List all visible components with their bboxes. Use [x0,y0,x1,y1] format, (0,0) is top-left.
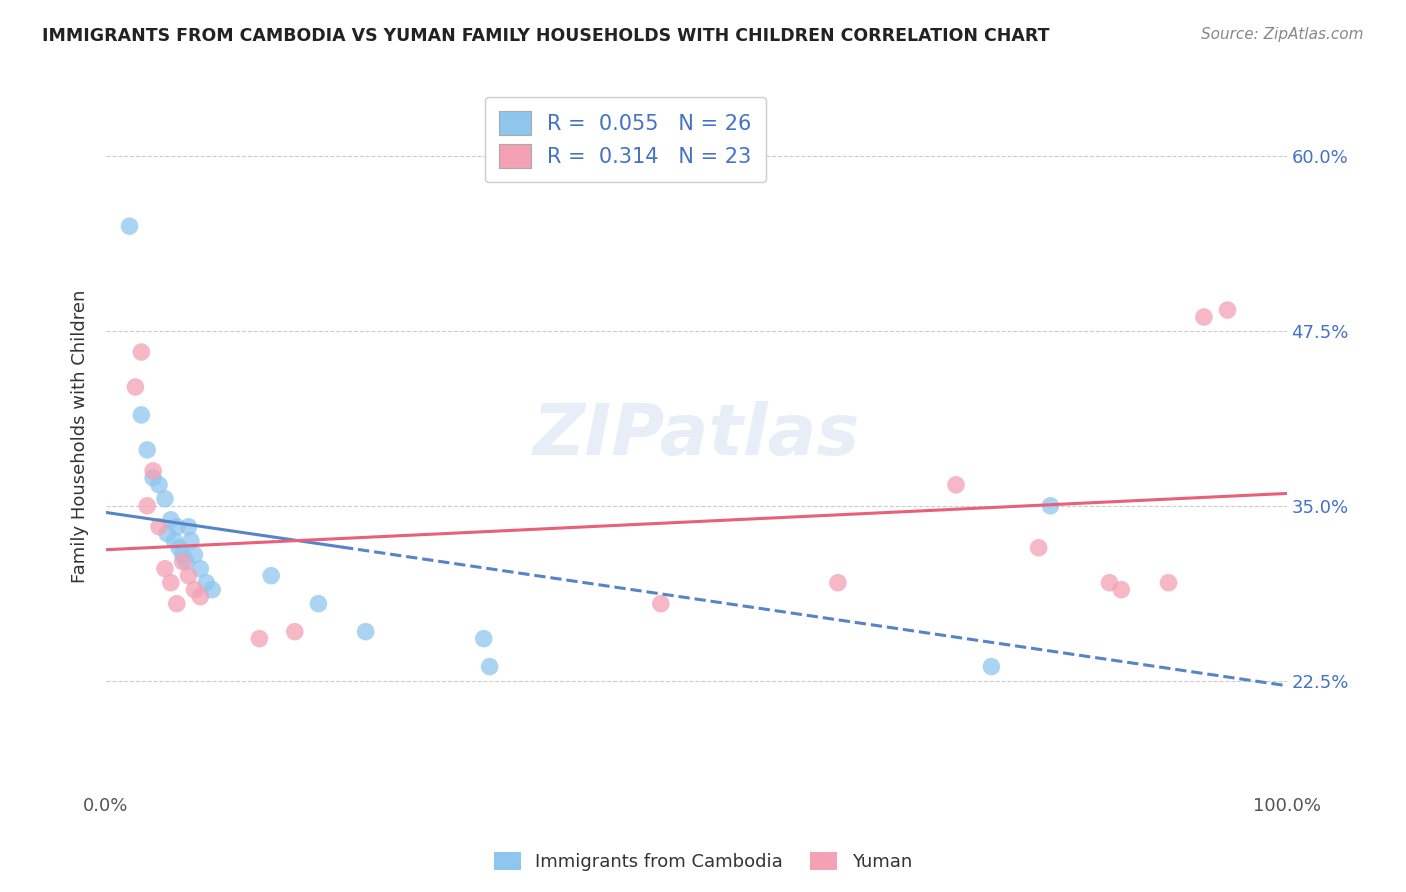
Point [827,575,849,590]
Point [131,408,153,422]
Point [183,548,205,562]
Point [166,520,188,534]
Point [650,597,672,611]
Point [160,513,183,527]
Point [980,659,1002,673]
Point [478,659,501,673]
Point [136,442,159,457]
Point [1216,303,1239,318]
Point [148,478,170,492]
Point [1039,499,1062,513]
Point [472,632,495,646]
Point [1157,575,1180,590]
Point [153,562,176,576]
Point [177,568,200,582]
Point [118,219,141,234]
Point [156,526,179,541]
Point [172,555,194,569]
Point [167,541,190,555]
Point [183,582,205,597]
Point [163,533,186,548]
Point [166,597,188,611]
Point [131,345,153,359]
Point [1111,582,1133,597]
Point [307,597,329,611]
Point [354,624,377,639]
Point [195,575,218,590]
Point [945,478,967,492]
Point [172,548,194,562]
Text: Source: ZipAtlas.com: Source: ZipAtlas.com [1201,27,1364,42]
Point [1192,310,1215,324]
Point [142,464,165,478]
Text: IMMIGRANTS FROM CAMBODIA VS YUMAN FAMILY HOUSEHOLDS WITH CHILDREN CORRELATION CH: IMMIGRANTS FROM CAMBODIA VS YUMAN FAMILY… [42,27,1050,45]
Point [177,520,200,534]
Point [153,491,176,506]
Point [1028,541,1050,555]
Point [136,499,159,513]
Point [1098,575,1121,590]
Point [124,380,146,394]
Legend: R =  0.055   N = 26, R =  0.314   N = 23: R = 0.055 N = 26, R = 0.314 N = 23 [485,96,766,182]
Legend: Immigrants from Cambodia, Yuman: Immigrants from Cambodia, Yuman [486,845,920,879]
Point [174,555,197,569]
Point [160,575,183,590]
Point [260,568,283,582]
Text: ZIPatlas: ZIPatlas [533,401,860,470]
Point [190,590,212,604]
Point [148,520,170,534]
Y-axis label: Family Households with Children: Family Households with Children [72,289,89,582]
Point [180,533,202,548]
Point [201,582,224,597]
Point [284,624,307,639]
Point [190,562,212,576]
Point [142,471,165,485]
Point [247,632,270,646]
